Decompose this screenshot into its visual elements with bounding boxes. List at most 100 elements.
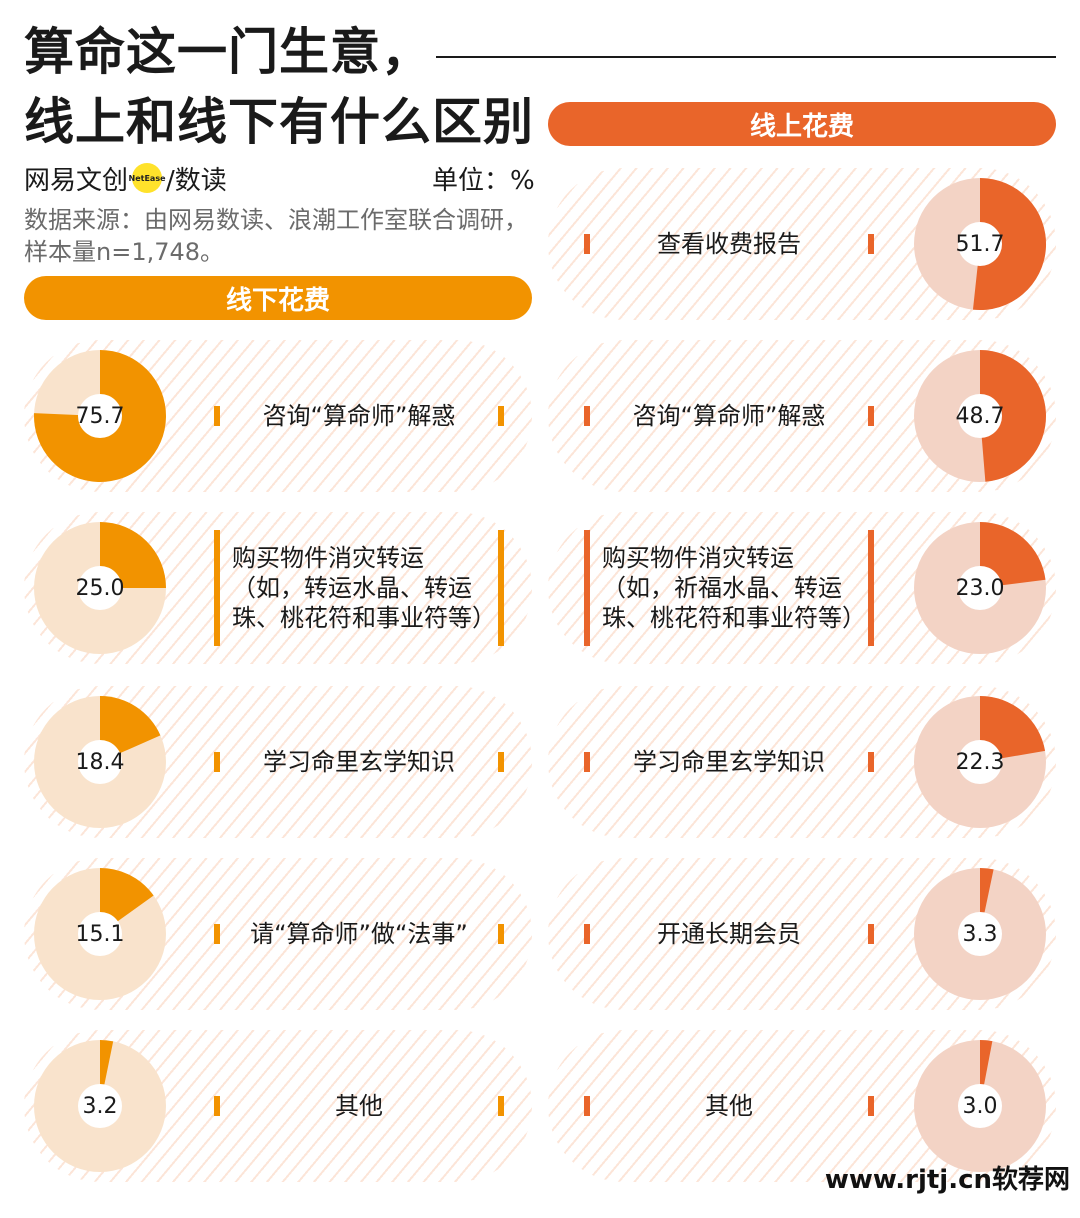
chart-card: 18.4 学习命里玄学知识 [24, 686, 532, 838]
donut-slice [980, 522, 1046, 588]
category-label: 学习命里玄学知识 [584, 686, 874, 838]
label-bracket [584, 406, 590, 426]
chart-card: 3.0 其他 [548, 1030, 1056, 1182]
donut-hole [78, 740, 122, 784]
donut-svg [34, 522, 166, 654]
label-bracket [214, 530, 220, 646]
donut-chart: 51.7 [910, 174, 1050, 314]
donut-svg [914, 350, 1046, 482]
chart-card: 75.7 咨询“算命师”解惑 [24, 340, 532, 492]
label-bracket [214, 406, 220, 426]
watermark: www.rjtj.cn软荐网 [824, 1165, 1070, 1195]
donut-slice [980, 696, 1046, 762]
category-label: 其他 [584, 1030, 874, 1182]
label-bracket [214, 924, 220, 944]
chart-card: 3.3 开通长期会员 [548, 858, 1056, 1010]
category-label: 购买物件消灾转运（如，转运水晶、转运珠、桃花符和事业符等） [214, 512, 504, 664]
label-bracket [498, 406, 504, 426]
category-text: 购买物件消灾转运（如，祈福水晶、转运珠、桃花符和事业符等） [602, 544, 866, 632]
chart-card: 25.0 购买物件消灾转运（如，转运水晶、转运珠、桃花符和事业符等） [24, 512, 532, 664]
donut-svg [914, 696, 1046, 828]
data-label: 25.0 [75, 575, 125, 601]
donut-slice [100, 696, 161, 762]
label-bracket [214, 1096, 220, 1116]
category-text: 咨询“算命师”解惑 [632, 402, 826, 430]
page-title-line-2: 线上和线下有什么区别 [24, 93, 534, 151]
data-label: 3.0 [962, 1093, 998, 1119]
donut-svg [914, 522, 1046, 654]
donut-chart: 75.7 [30, 346, 170, 486]
label-bracket [498, 924, 504, 944]
donut-svg [914, 868, 1046, 1000]
category-label: 查看收费报告 [584, 168, 874, 320]
donut-hole [958, 1084, 1002, 1128]
chart-card: 51.7 查看收费报告 [548, 168, 1056, 320]
donut-slice [972, 178, 1047, 310]
category-text: 请“算命师”做“法事” [250, 920, 468, 948]
category-label: 开通长期会员 [584, 858, 874, 1010]
data-label: 22.3 [955, 749, 1005, 775]
donut-chart: 3.0 [910, 1036, 1050, 1176]
donut-chart: 22.3 [910, 692, 1050, 832]
donut-hole [958, 394, 1002, 438]
category-label: 学习命里玄学知识 [214, 686, 504, 838]
unit-label: 单位：% [432, 166, 535, 196]
category-label: 咨询“算命师”解惑 [214, 340, 504, 492]
donut-hole [78, 394, 122, 438]
donut-hole [78, 912, 122, 956]
chart-card: 48.7 咨询“算命师”解惑 [548, 340, 1056, 492]
source-note: 数据来源：由网易数读、浪潮工作室联合调研，样本量n=1,748。 [24, 206, 528, 266]
donut-slice [100, 522, 166, 588]
data-label: 48.7 [955, 403, 1005, 429]
category-label: 请“算命师”做“法事” [214, 858, 504, 1010]
donut-chart: 15.1 [30, 864, 170, 1004]
data-label: 3.3 [962, 921, 998, 947]
data-label: 51.7 [955, 231, 1005, 257]
category-text: 购买物件消灾转运（如，转运水晶、转运珠、桃花符和事业符等） [232, 544, 496, 632]
label-bracket [584, 1096, 590, 1116]
label-bracket [584, 752, 590, 772]
label-bracket [868, 406, 874, 426]
category-text: 学习命里玄学知识 [263, 748, 455, 776]
donut-hole [958, 222, 1002, 266]
label-bracket [868, 234, 874, 254]
brand-suffix: /数读 [166, 165, 227, 196]
chart-card: 15.1 请“算命师”做“法事” [24, 858, 532, 1010]
category-text: 开通长期会员 [657, 920, 801, 948]
chart-card: 23.0 购买物件消灾转运（如，祈福水晶、转运珠、桃花符和事业符等） [548, 512, 1056, 664]
donut-svg [34, 696, 166, 828]
label-bracket [868, 530, 874, 646]
chart-card: 22.3 学习命里玄学知识 [548, 686, 1056, 838]
label-bracket [868, 1096, 874, 1116]
donut-svg [34, 868, 166, 1000]
donut-chart: 48.7 [910, 346, 1050, 486]
donut-hole [958, 566, 1002, 610]
donut-svg [34, 1040, 166, 1172]
offline-section-header: 线下花费 [24, 276, 532, 320]
brand-name: 网易文创 [24, 165, 129, 196]
data-label: 3.2 [82, 1093, 118, 1119]
label-bracket [584, 530, 590, 646]
donut-svg [914, 1040, 1046, 1172]
category-text: 咨询“算命师”解惑 [262, 402, 456, 430]
label-bracket [584, 924, 590, 944]
online-section-header: 线上花费 [548, 102, 1056, 146]
donut-svg [33, 350, 166, 482]
chart-card: 3.2 其他 [24, 1030, 532, 1182]
data-label: 15.1 [75, 921, 125, 947]
donut-chart: 18.4 [30, 692, 170, 832]
label-bracket [498, 1096, 504, 1116]
brand: 网易文创 NetEase /数读 [24, 158, 227, 198]
donut-chart: 3.3 [910, 864, 1050, 1004]
category-text: 查看收费报告 [657, 230, 801, 258]
category-label: 购买物件消灾转运（如，祈福水晶、转运珠、桃花符和事业符等） [584, 512, 874, 664]
donut-hole [78, 1084, 122, 1128]
donut-hole [78, 566, 122, 610]
donut-hole [958, 740, 1002, 784]
label-bracket [584, 234, 590, 254]
category-text: 其他 [705, 1092, 753, 1120]
donut-chart: 25.0 [30, 518, 170, 658]
donut-chart: 23.0 [910, 518, 1050, 658]
label-bracket [868, 924, 874, 944]
label-bracket [214, 752, 220, 772]
